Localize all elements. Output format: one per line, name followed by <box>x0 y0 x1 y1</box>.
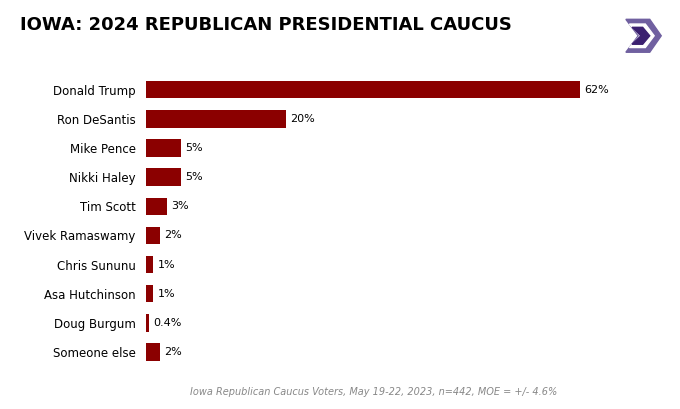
Bar <box>146 314 149 332</box>
Bar <box>146 139 181 157</box>
Text: 2%: 2% <box>165 230 182 240</box>
Bar <box>146 227 160 244</box>
Bar <box>146 198 167 215</box>
Text: 5%: 5% <box>186 143 203 153</box>
Text: 20%: 20% <box>290 114 315 124</box>
Text: 0.4%: 0.4% <box>153 318 182 328</box>
Text: Iowa Republican Caucus Voters, May 19-22, 2023, n=442, MOE = +/- 4.6%: Iowa Republican Caucus Voters, May 19-22… <box>190 387 558 397</box>
Text: 2%: 2% <box>165 347 182 357</box>
Text: 1%: 1% <box>157 289 175 299</box>
Bar <box>146 110 286 128</box>
Text: 62%: 62% <box>584 85 609 94</box>
Text: IOWA: 2024 REPUBLICAN PRESIDENTIAL CAUCUS: IOWA: 2024 REPUBLICAN PRESIDENTIAL CAUCU… <box>20 16 512 34</box>
Bar <box>146 169 181 186</box>
Text: 1%: 1% <box>157 260 175 270</box>
Polygon shape <box>630 24 654 47</box>
Text: 5%: 5% <box>186 172 203 182</box>
Polygon shape <box>626 19 661 52</box>
Bar <box>146 285 153 303</box>
Text: EC: EC <box>583 27 609 45</box>
Bar <box>146 256 153 273</box>
Bar <box>146 81 580 99</box>
Text: 3%: 3% <box>171 201 189 211</box>
Polygon shape <box>632 27 650 44</box>
Bar <box>146 343 160 361</box>
